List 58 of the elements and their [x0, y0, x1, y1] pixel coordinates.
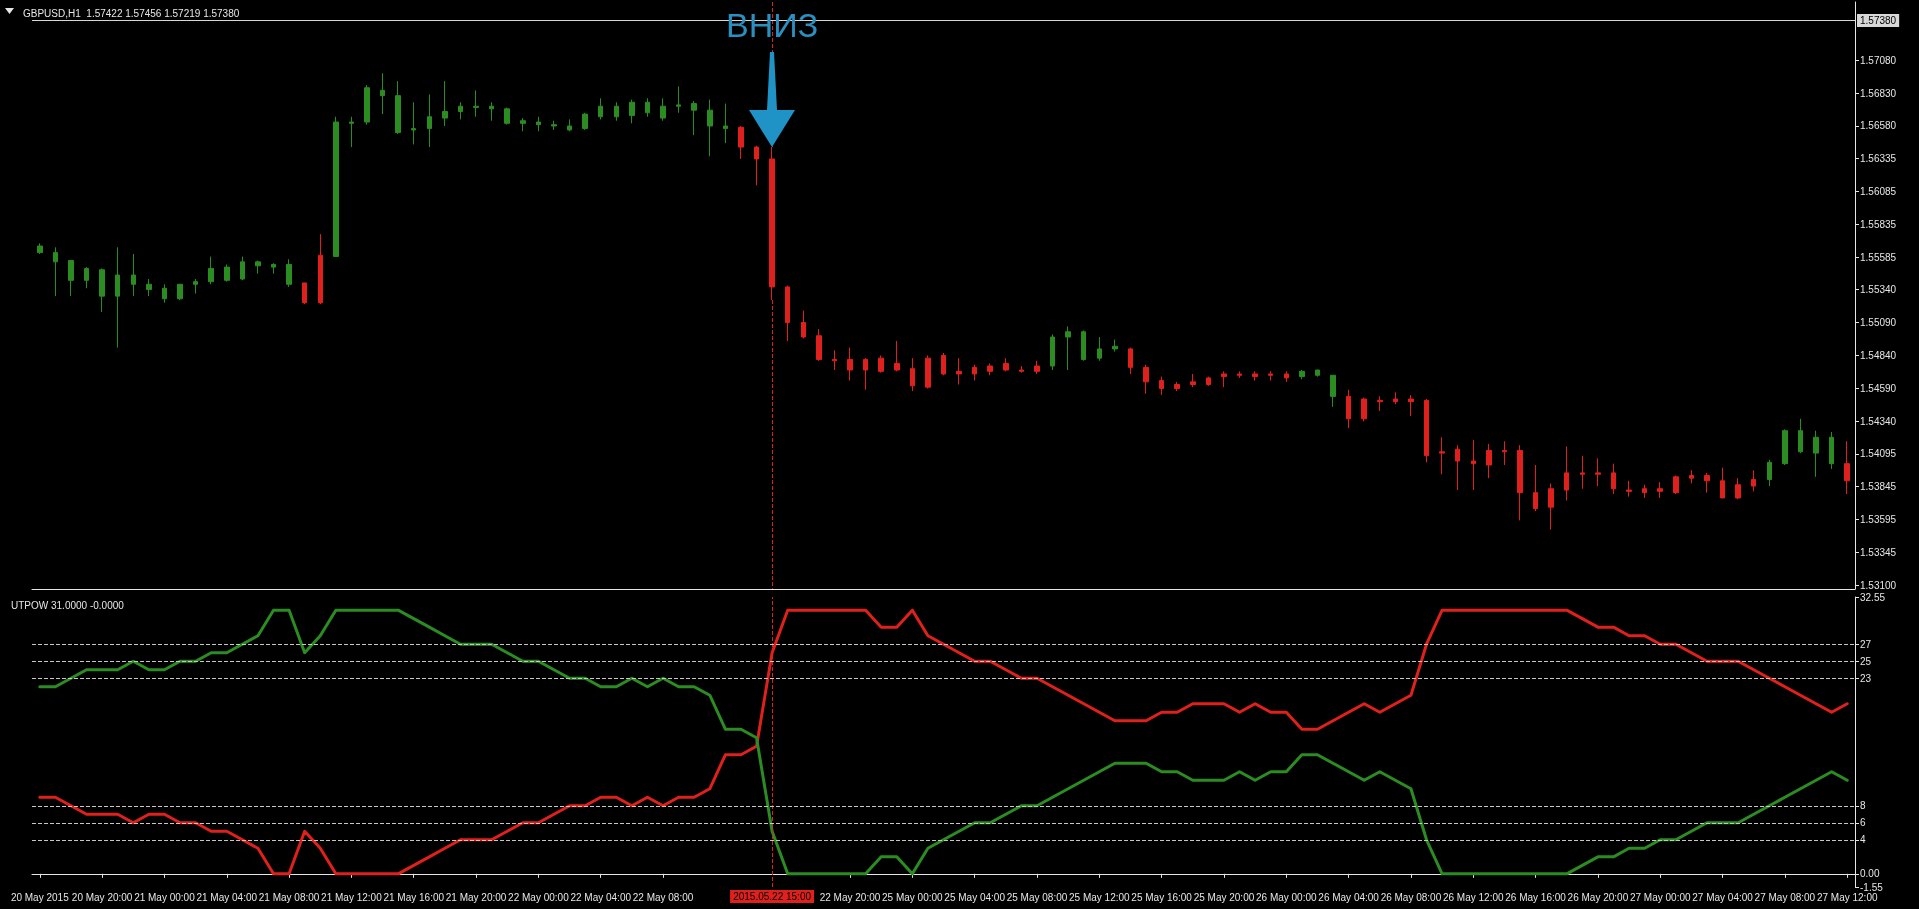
- ref-line-label: 1.57380: [1860, 14, 1897, 26]
- x-tick-label: 27 May 12:00: [1816, 891, 1878, 903]
- y-tick-label: 1.54840: [1860, 349, 1897, 361]
- y-tick-label: 1.53845: [1860, 481, 1897, 493]
- y-tick-label: 6: [1860, 817, 1866, 829]
- y-tick-label: -1.55: [1860, 881, 1884, 893]
- y-tick-label: 1.55585: [1860, 251, 1897, 263]
- x-tick-label: 25 May 08:00: [1006, 891, 1068, 903]
- x-tick-label: 22 May 00:00: [508, 891, 570, 903]
- x-tick-label: 22 May 08:00: [632, 891, 694, 903]
- x-tick-label: 21 May 08:00: [258, 891, 320, 903]
- y-tick-label: 1.57080: [1860, 54, 1897, 66]
- y-tick-label: 1.56085: [1860, 185, 1897, 197]
- x-tick-label: 25 May 12:00: [1069, 891, 1131, 903]
- y-tick-label: 1.55835: [1860, 218, 1897, 230]
- x-tick-label: 21 May 12:00: [321, 891, 383, 903]
- text: 2015.05.22 15:00: [730, 890, 815, 903]
- y-tick-label: 1.53595: [1860, 514, 1897, 526]
- x-tick-label: 27 May 00:00: [1629, 891, 1691, 903]
- y-tick-label: 1.54340: [1860, 415, 1897, 427]
- x-tick-label: 26 May 08:00: [1380, 891, 1442, 903]
- x-tick-label: 26 May 12:00: [1442, 891, 1504, 903]
- x-tick-label: 25 May 04:00: [944, 891, 1006, 903]
- x-tick-label: 22 May 04:00: [570, 891, 632, 903]
- y-tick-label: 1.56830: [1860, 87, 1897, 99]
- chart-title: UTPOW 31.0000 -0.0000: [11, 599, 125, 611]
- y-tick-label: 1.56335: [1860, 152, 1897, 164]
- y-tick-label: 1.53345: [1860, 547, 1897, 559]
- y-tick-label: 1.53100: [1860, 579, 1897, 591]
- x-tick-label: 20 May 20:00: [71, 891, 133, 903]
- y-tick-label: 1.55340: [1860, 284, 1897, 296]
- y-tick-label: 8: [1860, 800, 1866, 812]
- x-tick-label: 26 May 16:00: [1505, 891, 1567, 903]
- x-tick-label: 20 May 2015: [10, 891, 70, 903]
- x-tick-label: 26 May 04:00: [1318, 891, 1380, 903]
- y-tick-label: 1.56580: [1860, 120, 1897, 132]
- x-tick-label: 21 May 20:00: [445, 891, 507, 903]
- x-tick-label: 21 May 16:00: [383, 891, 445, 903]
- y-tick-label: 32.55: [1860, 591, 1886, 603]
- x-tick-label: 21 May 00:00: [134, 891, 196, 903]
- x-tick-label: 27 May 08:00: [1754, 891, 1816, 903]
- y-tick-label: 1.55090: [1860, 317, 1897, 329]
- x-tick-label: 26 May 20:00: [1567, 891, 1629, 903]
- y-tick-label: 25: [1860, 655, 1872, 667]
- y-tick-label: 23: [1860, 672, 1872, 684]
- y-tick-label: 1.54590: [1860, 382, 1897, 394]
- x-tick-label: 27 May 04:00: [1692, 891, 1754, 903]
- y-tick-label: 0.00: [1860, 868, 1880, 880]
- x-tick-label: 22 May 20:00: [819, 891, 881, 903]
- y-tick-label: 1.54095: [1860, 448, 1897, 460]
- y-tick-label: 4: [1860, 834, 1866, 846]
- x-tick-label: 25 May 20:00: [1193, 891, 1255, 903]
- x-tick-label: 25 May 16:00: [1131, 891, 1193, 903]
- y-tick-label: 27: [1860, 638, 1872, 650]
- x-tick-label: 25 May 00:00: [882, 891, 944, 903]
- text: GBPUSD,H1 1.57422 1.57456 1.57219 1.57380: [23, 7, 240, 19]
- x-tick-label: 21 May 04:00: [196, 891, 258, 903]
- x-tick-label: 26 May 00:00: [1255, 891, 1318, 903]
